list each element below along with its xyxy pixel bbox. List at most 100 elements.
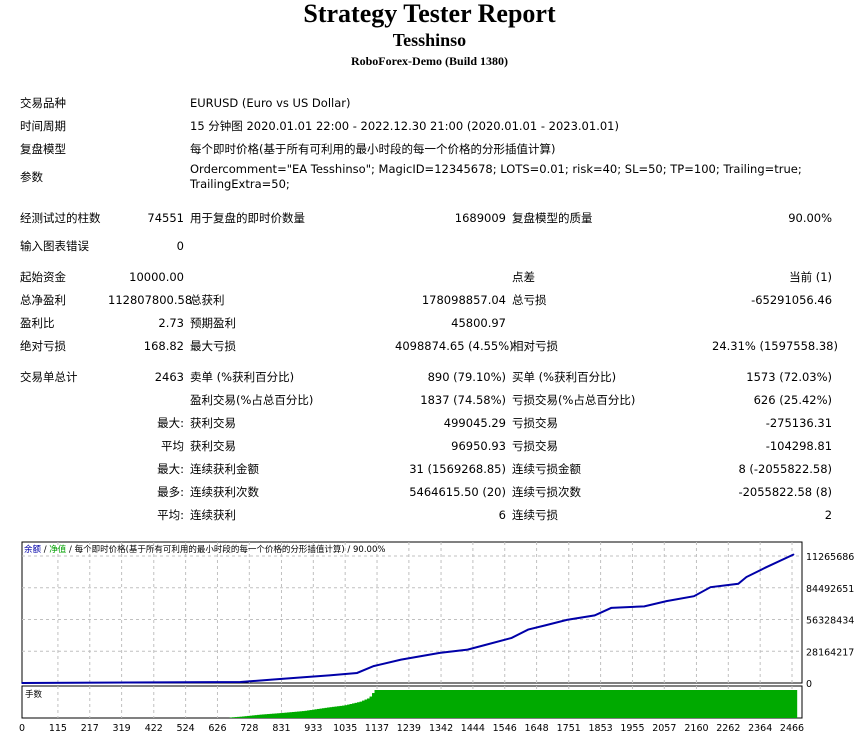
balance-point xyxy=(483,644,485,647)
lots-bar xyxy=(407,690,411,718)
lots-bar xyxy=(359,701,363,718)
stat-label: 绝对亏损 xyxy=(20,338,66,353)
lots-bar xyxy=(556,690,560,718)
stat-label: 亏损交易 xyxy=(512,415,558,430)
lots-bar xyxy=(606,690,610,718)
field-value: EURUSD (Euro vs US Dollar) xyxy=(190,95,351,110)
field-value: 0 xyxy=(176,238,184,253)
field-label: 时间周期 xyxy=(20,118,66,133)
lots-bar xyxy=(372,693,376,718)
stats-row: 总净盈利 112807800.58 总获利 178098857.04 总亏损 -65291… xyxy=(17,288,835,311)
field-label: 经测试过的柱数 xyxy=(20,210,101,225)
lots-bar xyxy=(696,690,700,718)
lots-bar xyxy=(774,690,778,718)
lots-bar xyxy=(444,690,448,718)
lots-bar xyxy=(374,690,378,718)
info-row: 交易品种 EURUSD (Euro vs US Dollar) xyxy=(17,91,835,114)
lots-bar xyxy=(287,712,291,718)
x-tick-label: 0 xyxy=(19,723,25,734)
x-tick-label: 1955 xyxy=(620,723,644,734)
lots-bar xyxy=(746,690,750,718)
trades-row: 平均 获利交易 96950.93 亏损交易 -104298.81 xyxy=(17,434,835,457)
lots-bar xyxy=(451,690,455,718)
stat-label xyxy=(17,503,105,526)
lots-bar xyxy=(756,690,760,718)
lots-bar xyxy=(516,690,520,718)
lots-bar xyxy=(339,705,343,718)
lots-bar xyxy=(312,709,316,718)
lots-bar xyxy=(539,690,543,718)
spacer-row xyxy=(17,257,835,265)
lots-bar xyxy=(259,714,263,718)
x-tick-label: 1648 xyxy=(524,723,548,734)
lots-bar xyxy=(534,690,538,718)
x-tick-label: 2262 xyxy=(716,723,740,734)
balance-point xyxy=(610,607,613,609)
stat-value: 626 (25.42%) xyxy=(753,392,833,407)
lots-bar xyxy=(244,716,248,718)
lots-bar xyxy=(559,690,563,718)
lots-bar xyxy=(566,690,570,718)
x-tick-label: 1035 xyxy=(333,723,357,734)
empty xyxy=(187,234,835,257)
lots-bar xyxy=(269,713,273,718)
trades-row: 最大: 连续获利金额 31 (1569268.85) 连续亏损金额 8 (-205582… xyxy=(17,457,835,480)
stat-label: 相对亏损 xyxy=(512,338,558,353)
balance-point xyxy=(709,586,712,588)
lots-bar xyxy=(754,690,758,718)
lots-bar xyxy=(569,690,573,718)
lots-bar xyxy=(589,690,593,718)
lots-bar xyxy=(764,690,768,718)
lots-bar xyxy=(591,690,595,718)
balance-point xyxy=(527,628,529,631)
lots-bar xyxy=(297,711,301,718)
lots-bar xyxy=(357,702,361,718)
lots-bar xyxy=(571,690,575,718)
legend-model: 每个即时价格(基于所有可利用的最小时段的每一个价格的分形插值计算) xyxy=(75,544,345,555)
lots-bar xyxy=(364,699,368,718)
field-value: 15 分钟图 2020.01.01 22:00 - 2022.12.30 21:… xyxy=(190,118,619,133)
stat-value: 112807800.58 xyxy=(108,292,193,307)
lots-bar xyxy=(382,690,386,718)
field-label: 复盘模型的质量 xyxy=(512,211,593,225)
x-tick-label: 1546 xyxy=(493,723,517,734)
balance-point xyxy=(328,674,331,677)
lots-bar xyxy=(629,690,633,718)
balance-point xyxy=(764,566,767,569)
lots-bar xyxy=(327,707,331,718)
lots-bar xyxy=(676,690,680,718)
trades-row: 交易单总计 2463 卖单 (%获利百分比) 890 (79.10%) 买单 (%获利百… xyxy=(17,365,835,388)
stat-label: 总获利 xyxy=(190,292,225,307)
x-tick-label: 1342 xyxy=(429,723,453,734)
trades-row: 平均: 连续获利 6 连续亏损 2 xyxy=(17,503,835,526)
lots-bar xyxy=(554,690,558,718)
stat-value xyxy=(709,311,835,334)
stat-label: 连续获利金额 xyxy=(190,461,259,476)
lots-bar xyxy=(781,690,785,718)
lots-bar xyxy=(779,690,783,718)
stat-label: 盈利交易(%占总百分比) xyxy=(190,392,314,407)
lots-bar xyxy=(329,707,333,718)
lots-bar xyxy=(449,690,453,718)
lots-bar xyxy=(319,708,323,718)
lots-bar xyxy=(496,690,500,718)
chart-legend: 余额 / 净值 / 每个即时价格(基于所有可利用的最小时段的每一个价格的分形插值… xyxy=(24,544,385,555)
field-value: Ordercomment="EA Tesshinso"; MagicID=123… xyxy=(190,162,802,191)
lots-bar xyxy=(639,690,643,718)
lots-bar xyxy=(421,690,425,718)
lots-bar xyxy=(489,690,493,718)
lots-bar xyxy=(322,708,326,718)
lots-bar xyxy=(481,690,485,718)
lots-bar xyxy=(616,690,620,718)
lots-bar xyxy=(272,713,276,718)
trades-row: 最大: 获利交易 499045.29 亏损交易 -275136.31 xyxy=(17,411,835,434)
lots-bar xyxy=(461,690,465,718)
lots-bar xyxy=(791,690,795,718)
lots-bar xyxy=(561,690,565,718)
spacer-row xyxy=(17,194,835,202)
stat-label: 获利交易 xyxy=(190,438,236,453)
stat-value: -275136.31 xyxy=(765,415,833,430)
stat-value: 1837 (74.58%) xyxy=(420,392,506,407)
field-label: 交易品种 xyxy=(20,95,66,110)
lots-bar xyxy=(521,690,525,718)
